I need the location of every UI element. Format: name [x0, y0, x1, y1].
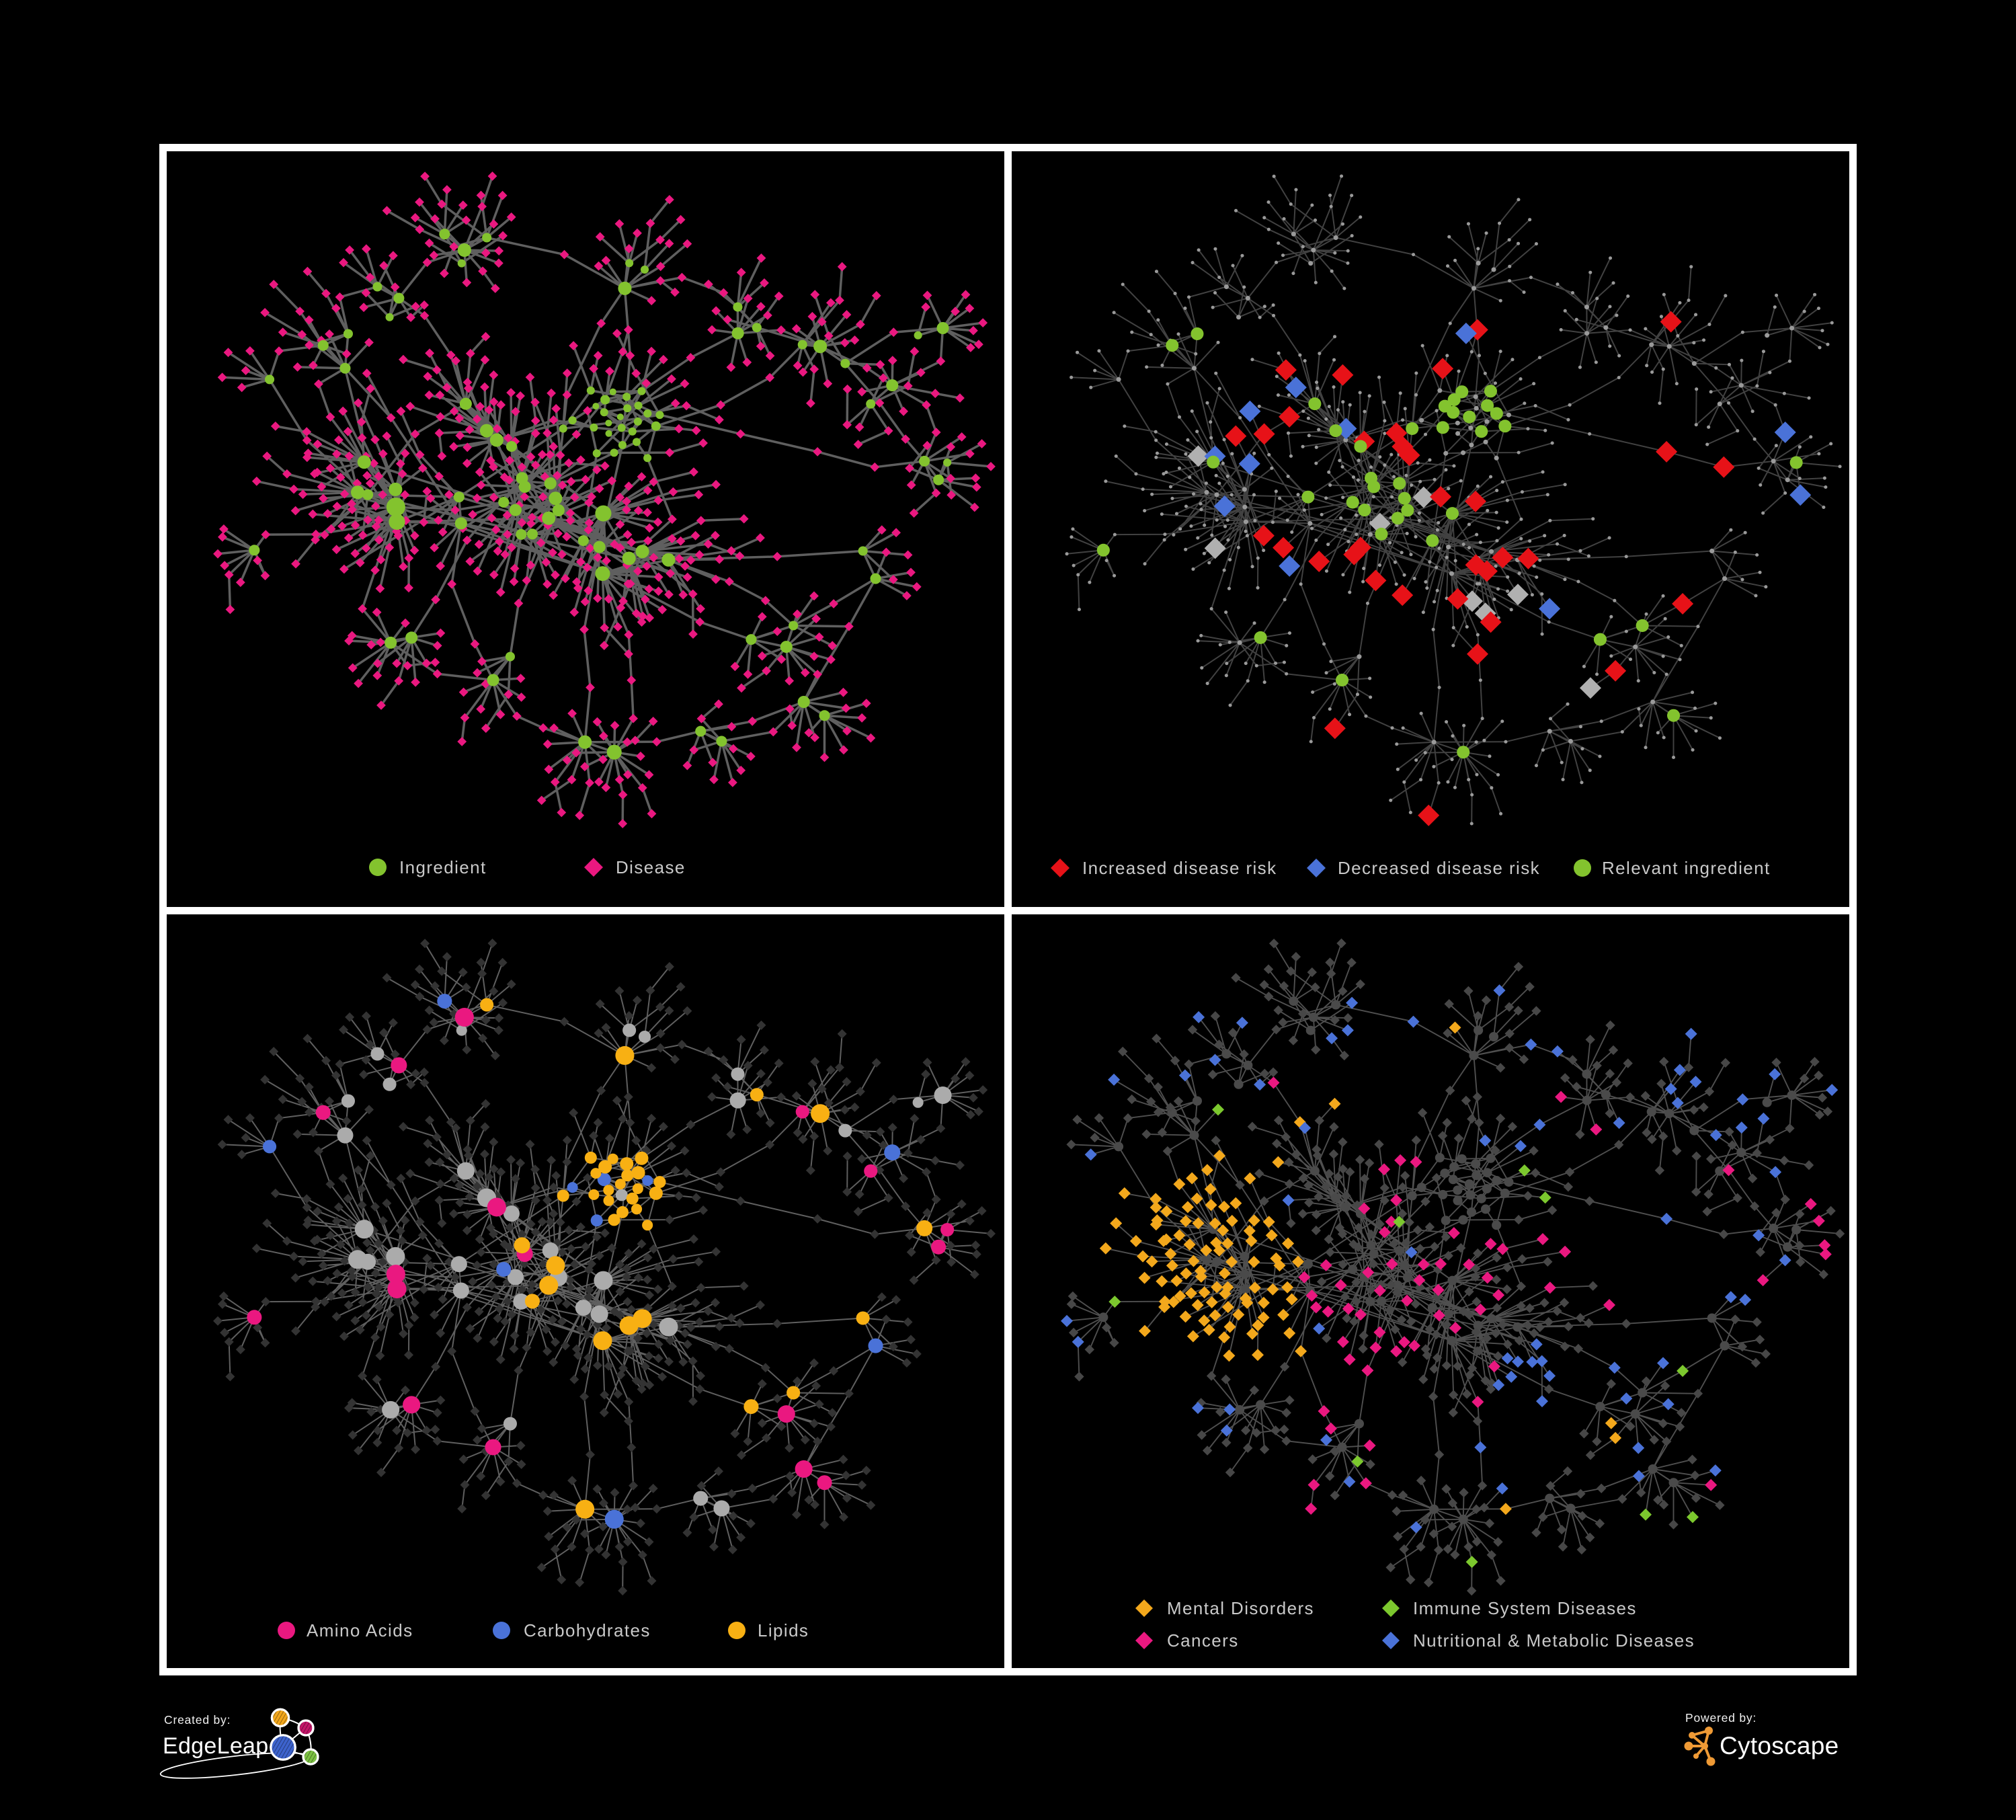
svg-text:Created by:: Created by:	[164, 1713, 231, 1727]
svg-text:Mental Disorders: Mental Disorders	[1167, 1598, 1314, 1618]
svg-text:Lipids: Lipids	[758, 1620, 809, 1640]
svg-text:Disease: Disease	[616, 857, 686, 877]
svg-text:Relevant ingredient: Relevant ingredient	[1602, 858, 1771, 878]
svg-text:Amino Acids: Amino Acids	[307, 1620, 413, 1640]
svg-text:Increased disease risk: Increased disease risk	[1082, 858, 1277, 878]
svg-text:Nutritional & Metabolic Diseas: Nutritional & Metabolic Diseases	[1413, 1630, 1695, 1651]
svg-text:EdgeLeap: EdgeLeap	[163, 1733, 268, 1759]
svg-text:Cytoscape: Cytoscape	[1720, 1732, 1839, 1759]
svg-text:Immune System Diseases: Immune System Diseases	[1413, 1598, 1637, 1618]
svg-text:Ingredient: Ingredient	[399, 857, 487, 877]
svg-text:Carbohydrates: Carbohydrates	[524, 1620, 651, 1640]
svg-text:Decreased disease risk: Decreased disease risk	[1338, 858, 1540, 878]
svg-text:Powered by:: Powered by:	[1685, 1711, 1757, 1725]
svg-text:Cancers: Cancers	[1167, 1630, 1239, 1651]
